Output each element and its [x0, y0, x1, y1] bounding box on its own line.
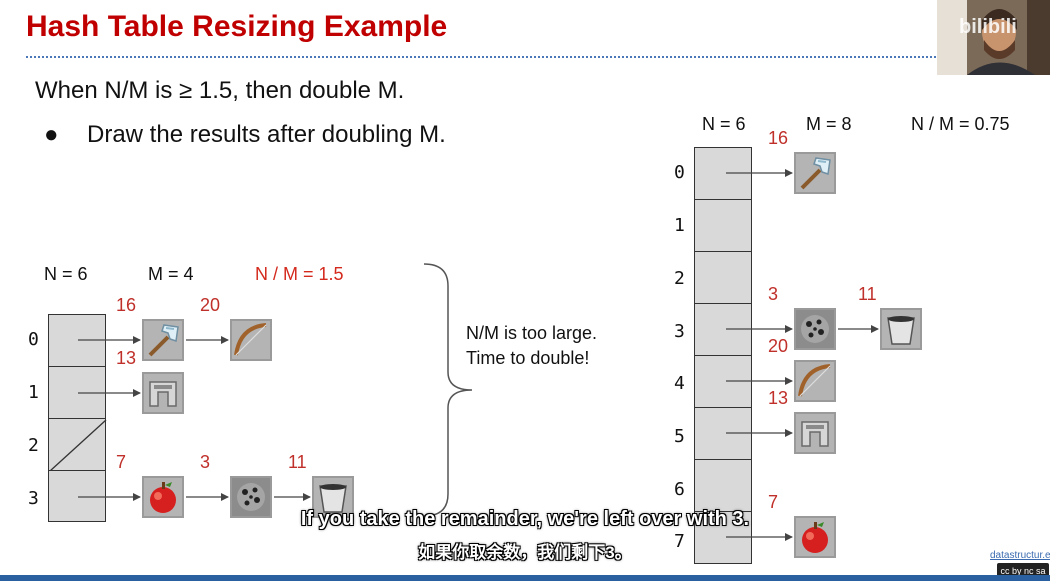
- subtitle-english: If you take the remainder, we're left ov…: [300, 508, 750, 530]
- iron-helmet-icon: [142, 372, 184, 419]
- left-node-1-0-key: 13: [116, 348, 137, 368]
- bucket-icon: [880, 308, 922, 355]
- iron-helmet-icon: [794, 412, 836, 459]
- right-node-7-0-key: 7: [768, 492, 779, 512]
- bottom-bar: [0, 575, 1050, 581]
- site-credit-link[interactable]: datastructur.es: [990, 550, 1050, 561]
- coal-ore-icon: [794, 308, 836, 355]
- bow-icon: [794, 360, 836, 407]
- left-node-3-1-key: 3: [200, 452, 211, 472]
- doubling-rule: When N/M is ≥ 1.5, then double M.: [35, 77, 405, 104]
- left-index-1: 1: [28, 382, 39, 403]
- left-ratio-label: N / M = 1.5: [255, 264, 344, 284]
- right-ratio-label: N / M = 0.75: [911, 114, 1010, 134]
- right-node-3-0-key: 3: [768, 284, 779, 304]
- right-index-0: 0: [674, 162, 685, 183]
- right-index-6: 6: [674, 479, 685, 500]
- left-m-label: M = 4: [148, 264, 194, 284]
- left-node-0-0-key: 16: [116, 295, 137, 315]
- bow-icon: [230, 319, 272, 366]
- left-index-3: 3: [28, 488, 39, 509]
- right-index-2: 2: [674, 268, 685, 289]
- right-node-4-0-key: 20: [768, 336, 789, 356]
- apple-icon: [142, 476, 184, 523]
- title-divider: [26, 56, 936, 58]
- iron-axe-icon: [142, 319, 184, 366]
- left-bucket-3: [48, 470, 106, 522]
- coal-ore-icon: [230, 476, 272, 523]
- right-index-7: 7: [674, 531, 685, 552]
- right-index-1: 1: [674, 215, 685, 236]
- bullet-dot: ●: [44, 121, 59, 148]
- right-node-5-0-key: 13: [768, 388, 789, 408]
- presenter-webcam: bilibili: [937, 0, 1050, 75]
- left-n-label: N = 6: [44, 264, 88, 284]
- left-bucket-2: [48, 418, 107, 472]
- curly-brace: [423, 263, 473, 517]
- right-n-label: N = 6: [702, 114, 746, 134]
- subtitle-chinese: 如果你取余数，我们剩下3。: [418, 543, 632, 562]
- left-index-0: 0: [28, 329, 39, 350]
- iron-axe-icon: [794, 152, 836, 199]
- slide-title: Hash Table Resizing Example: [26, 10, 448, 43]
- right-index-3: 3: [674, 321, 685, 342]
- right-bucket-6: [694, 459, 752, 512]
- note-line-1: N/M is too large.: [466, 323, 598, 343]
- right-node-3-1-key: 11: [858, 284, 877, 304]
- note-line-2: Time to double!: [466, 348, 590, 368]
- left-node-3-2-key: 11: [288, 452, 307, 472]
- right-node-0-0-key: 16: [768, 128, 789, 148]
- right-index-5: 5: [674, 426, 685, 447]
- left-node-3-0-key: 7: [116, 452, 127, 472]
- right-index-4: 4: [674, 373, 685, 394]
- apple-icon: [794, 516, 836, 563]
- left-index-2: 2: [28, 435, 39, 456]
- left-node-0-1-key: 20: [200, 295, 221, 315]
- bullet-instruction: Draw the results after doubling M.: [87, 121, 446, 148]
- bilibili-watermark: bilibili: [959, 16, 1017, 38]
- bucket-icon: [312, 476, 354, 523]
- right-m-label: M = 8: [806, 114, 852, 134]
